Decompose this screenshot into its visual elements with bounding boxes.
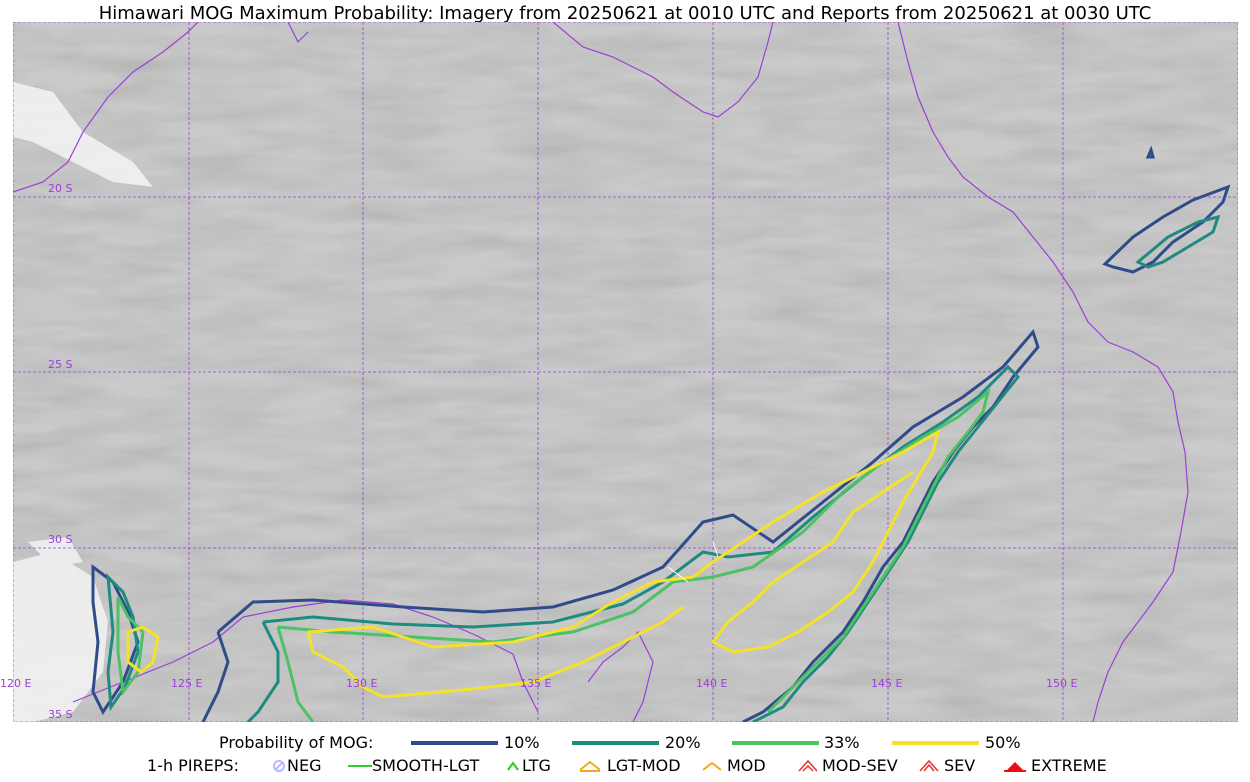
pirep-label-sev: SEV [944,756,976,775]
smooth-lgt-icon [348,765,372,767]
lon-label-140e: 140 E [696,677,728,690]
coastline [13,22,1189,722]
legend-label-10: 10% [504,733,540,752]
map-title: Himawari MOG Maximum Probability: Imager… [98,3,1152,24]
pirep-markers [667,541,719,583]
graticule [13,22,1238,722]
pirep-label-lgt-mod: LGT-MOD [607,756,681,775]
lon-label-120e: 120 E [0,677,32,690]
legend-swatch-33 [732,741,819,745]
sev-icon [919,759,939,772]
lon-label-150e: 150 E [1046,677,1078,690]
legend-swatch-10 [411,741,498,745]
lon-label-135e: 135 E [520,677,552,690]
pirep-label-mod: MOD [727,756,766,775]
pireps-legend-title: 1-h PIREPS: [147,756,239,775]
neg-icon [273,760,285,772]
extreme-icon [1004,762,1026,772]
legend-swatch-50 [892,741,979,745]
legend-label-33: 33% [824,733,860,752]
mod-icon [702,761,722,771]
lon-label-145e: 145 E [871,677,903,690]
contour-33 [116,387,991,722]
lon-label-125e: 125 E [171,677,203,690]
contour-50 [126,428,941,699]
lat-label-25s: 25 S [48,358,73,371]
legend-label-20: 20% [665,733,701,752]
mod-sev-icon [798,759,818,772]
probability-legend-title: Probability of MOG: [219,733,374,752]
pirep-label-mod-sev: MOD-SEV [822,756,898,775]
contour-10 [91,145,1231,722]
legend-label-50: 50% [985,733,1021,752]
pireps-legend: 1-h PIREPS: NEG SMOOTH-LGT LTG LGT-MOD M… [0,756,1250,778]
lgt-mod-icon [579,760,601,772]
ltg-icon [507,761,519,771]
cloud-patches [13,82,153,722]
lat-label-35s: 35 S [48,708,73,721]
lat-label-20s: 20 S [48,182,73,195]
pirep-label-neg: NEG [287,756,322,775]
satellite-map [13,22,1238,722]
pirep-label-smooth-lgt: SMOOTH-LGT [372,756,480,775]
pirep-label-ltg: LTG [522,756,551,775]
lat-label-30s: 30 S [48,533,73,546]
lon-label-130e: 130 E [346,677,378,690]
probability-legend: Probability of MOG: 10% 20% 33% 50% [0,733,1250,755]
pirep-label-extreme: EXTREME [1031,756,1107,775]
legend-swatch-20 [572,741,659,745]
